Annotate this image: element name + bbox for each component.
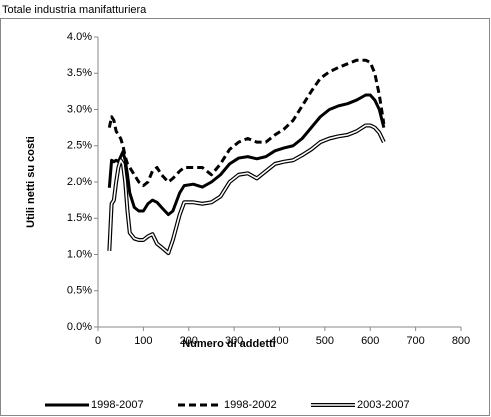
x-tick-label: 800 xyxy=(452,335,470,347)
chart-title: Totale industria manifatturiera xyxy=(2,4,147,16)
y-tick-label: 3.0% xyxy=(67,103,92,115)
y-tick-label: 4.0% xyxy=(67,31,92,43)
y-tick-label: 0.5% xyxy=(67,285,92,297)
x-axis-title: Numero di addetti xyxy=(182,338,276,350)
x-tick-label: 100 xyxy=(134,335,152,347)
y-tick-label: 1.5% xyxy=(67,212,92,224)
series-line xyxy=(107,93,386,217)
x-tick-label: 400 xyxy=(270,335,288,347)
legend-label: 1998-2007 xyxy=(91,399,144,411)
y-tick-label: 1.0% xyxy=(67,248,92,260)
x-tick-label: 0 xyxy=(95,335,101,347)
y-tick-label: 2.5% xyxy=(67,140,92,152)
x-tick-label: 600 xyxy=(361,335,379,347)
y-tick-label: 3.5% xyxy=(67,67,92,79)
y-tick-label: 2.0% xyxy=(67,176,92,188)
y-axis-title: Utili netti su costi xyxy=(25,136,37,228)
legend-label: 1998-2002 xyxy=(224,399,277,411)
y-tick-label: 0.0% xyxy=(67,321,92,333)
x-tick-label: 200 xyxy=(180,335,198,347)
chart-frame xyxy=(0,18,490,416)
x-tick-label: 500 xyxy=(316,335,334,347)
series-line xyxy=(108,124,385,254)
series-line xyxy=(107,58,386,188)
series-line xyxy=(107,123,386,256)
x-tick-label: 300 xyxy=(225,335,243,347)
legend-label: 2003-2007 xyxy=(357,399,410,411)
x-tick-label: 700 xyxy=(406,335,424,347)
